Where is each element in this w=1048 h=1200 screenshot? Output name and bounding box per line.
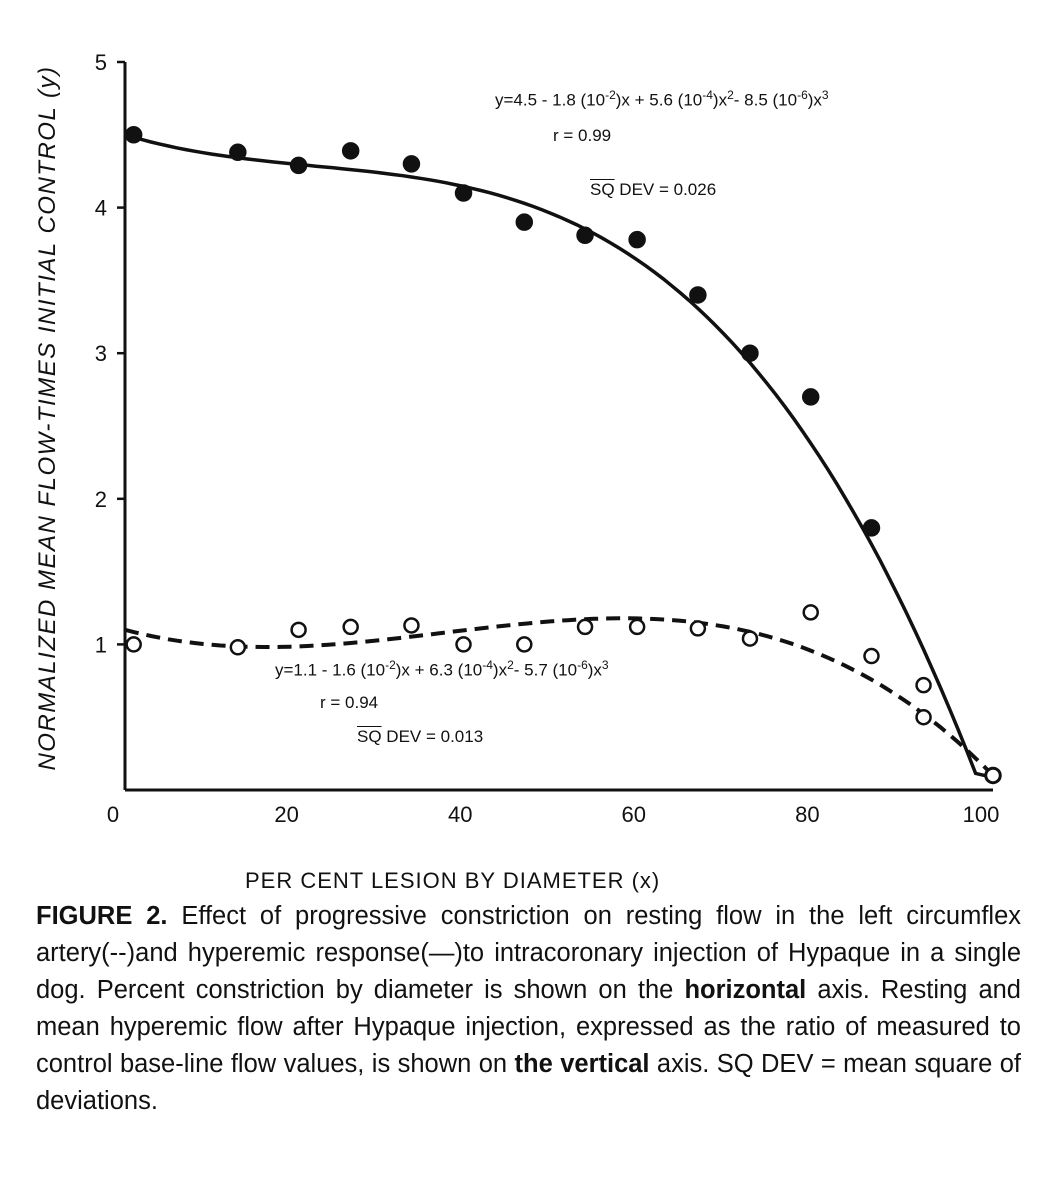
fit-curves — [124, 133, 995, 778]
resting-point — [984, 767, 1002, 784]
hyperemic-r-value: r = 0.99 — [553, 126, 612, 145]
hyperemic-point — [341, 142, 360, 160]
resting-r-value: r = 0.94 — [320, 693, 379, 712]
hyperemic-point — [741, 344, 759, 362]
resting-sq-dev: SQ DEV = 0.013 — [357, 727, 484, 746]
y-tick-label: 3 — [95, 341, 107, 366]
x-tick-label: 80 — [795, 802, 819, 827]
x-axis-label: PER CENT LESION BY DIAMETER (x) — [245, 868, 661, 893]
resting-point — [125, 636, 142, 653]
caption-text-3: axis. SQ DEV = mean square of deviations… — [36, 1050, 1022, 1115]
hyperemic-point — [576, 226, 594, 245]
x-tick-label: 40 — [448, 802, 472, 827]
caption-text-2: axis. Resting and mean hyperemic flow af… — [36, 976, 1021, 1078]
resting-point — [802, 604, 819, 621]
tick-labels: 1 2 3 4 5 0 20 40 60 80 100 — [95, 50, 1000, 827]
x-tick-label: 60 — [622, 802, 646, 827]
hyperemic-point — [454, 184, 473, 202]
y-tick-label: 1 — [95, 632, 107, 657]
hyperemic-fit-line — [124, 133, 993, 778]
caption-bold-the: the — [514, 1050, 553, 1078]
hyperemic-point — [124, 126, 143, 144]
resting-point — [863, 647, 880, 665]
hyperemic-equation: y=4.5 - 1.8 (10-2)x + 5.6 (10-4)x2- 8.5 … — [495, 88, 829, 110]
hyperemic-point — [289, 156, 308, 175]
figure-caption: FIGURE 2. Effect of progressive constric… — [36, 898, 1021, 1120]
resting-point — [516, 636, 533, 653]
resting-point — [689, 620, 707, 637]
axes — [117, 60, 993, 792]
y-tick-label: 5 — [95, 50, 107, 75]
hyperemic-point — [229, 143, 247, 162]
resting-point — [290, 621, 307, 639]
hyperemic-point — [689, 286, 707, 304]
resting-point — [915, 708, 932, 726]
resting-point — [342, 618, 359, 636]
x-tick-label: 20 — [274, 802, 298, 827]
x-tick-label: 0 — [107, 802, 119, 827]
x-tick-label: 100 — [963, 802, 1000, 827]
hyperemic-point — [862, 519, 881, 537]
resting-point — [455, 636, 472, 653]
caption-bold-horizontal: horizontal — [684, 976, 807, 1004]
resting-point — [741, 630, 759, 647]
data-points — [124, 126, 1002, 785]
hyperemic-point — [801, 388, 820, 406]
y-axis-label: NORMALIZED MEAN FLOW-TIMES INITIAL CONTR… — [34, 65, 61, 771]
resting-point — [403, 617, 420, 634]
resting-point — [915, 676, 932, 694]
chart-plot-area: 1 2 3 4 5 0 20 40 60 80 100 — [95, 50, 1002, 827]
caption-label: FIGURE 2. — [36, 902, 168, 930]
caption-bold-vertical: vertical — [560, 1050, 650, 1078]
hyperemic-point — [628, 230, 646, 249]
y-tick-label: 2 — [95, 487, 107, 512]
resting-equation: y=1.1 - 1.6 (10-2)x + 6.3 (10-4)x2- 5.7 … — [275, 658, 609, 680]
resting-point — [628, 618, 646, 636]
hyperemic-sq-dev: SQ DEV = 0.026 — [590, 180, 717, 199]
hyperemic-point — [402, 155, 421, 173]
resting-fit-line — [124, 616, 995, 777]
y-tick-label: 4 — [95, 196, 107, 221]
hyperemic-point — [515, 213, 534, 231]
caption-text-1: Effect of progressive constriction on re… — [36, 902, 1021, 1004]
resting-point — [229, 639, 247, 656]
resting-point — [576, 618, 594, 636]
